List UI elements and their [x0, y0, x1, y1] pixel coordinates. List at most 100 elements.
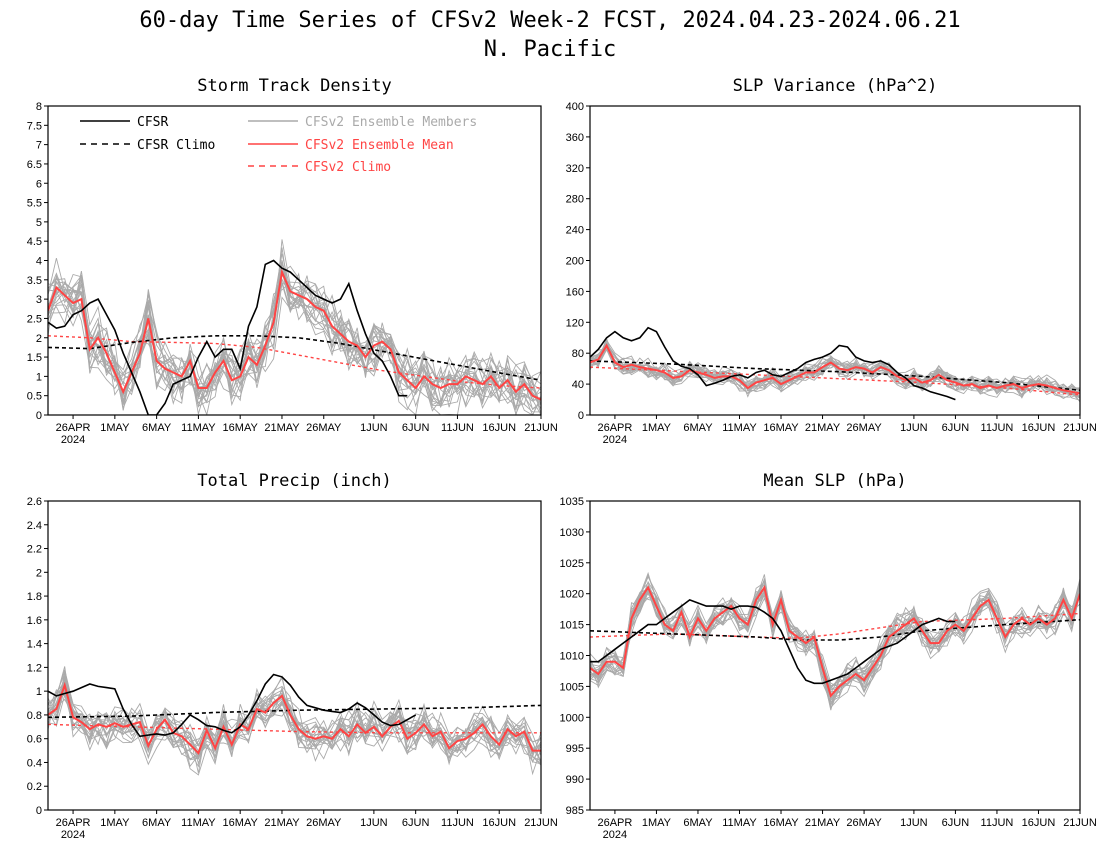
- x-tick-label: 16JUN: [482, 817, 516, 829]
- y-tick-label: 6.5: [27, 159, 42, 171]
- y-tick-label: 1.5: [27, 352, 42, 364]
- plot-area: [48, 239, 541, 415]
- x-tick-label: 1JUN: [360, 422, 388, 434]
- y-tick-label: 990: [566, 774, 584, 786]
- y-tick-label: 360: [566, 132, 584, 144]
- panel-title: Mean SLP (hPa): [763, 471, 906, 491]
- ensemble-member-line: [590, 587, 1080, 711]
- chart-panel-3: Total Precip (inch) 0 0.2 0.4 0.6 0.8 1 1.2 1.4 1…: [27, 471, 558, 841]
- ensemble-member-line: [48, 281, 541, 408]
- legend-label-cfsv2-climo: CFSv2 Climo: [305, 160, 391, 175]
- plot-area: [590, 326, 1080, 403]
- y-tick-label: 1.4: [27, 639, 42, 651]
- y-tick-label: 7: [36, 140, 42, 152]
- y-tick-label: 1.2: [27, 662, 42, 674]
- x-tick-label: 21JUN: [1063, 422, 1097, 434]
- ensemble-member-line: [590, 582, 1080, 707]
- y-tick-label: 40: [572, 379, 584, 391]
- x-tick-label: 16JUN: [1022, 422, 1056, 434]
- x-tick-label: 21MAY: [805, 422, 841, 434]
- cfsr-line: [48, 259, 408, 415]
- ensemble-member-line: [590, 588, 1080, 698]
- ensemble-mean-line: [590, 343, 1080, 395]
- legend-label-members: CFSv2 Ensemble Members: [305, 115, 477, 130]
- x-tick-label: 11JUN: [981, 817, 1014, 829]
- cfsv2-climo-line: [590, 366, 1080, 396]
- y-tick-label: 5: [36, 217, 42, 229]
- plot-frame: [589, 105, 1081, 416]
- cfsr-line: [590, 598, 956, 685]
- x-tick-year: 2024: [603, 434, 627, 446]
- y-tick-label: 400: [566, 101, 584, 113]
- y-tick-label: 1010: [560, 651, 584, 663]
- ensemble-member-line: [590, 586, 1080, 700]
- y-tick-label: 7.5: [27, 120, 42, 132]
- ensemble-member-line: [48, 282, 541, 415]
- x-tick-year: 2024: [603, 829, 627, 841]
- x-tick-label: 16JUN: [482, 422, 516, 434]
- y-tick-label: 0.8: [27, 710, 42, 722]
- x-tick-label: 16MAY: [223, 817, 259, 829]
- plot-area: [590, 571, 1080, 711]
- y-tick-label: 1: [36, 686, 42, 698]
- x-tick-label: 26APR: [597, 817, 632, 829]
- plot-area: [48, 666, 541, 776]
- x-tick-label: 6JUN: [402, 422, 430, 434]
- x-tick-label: 16MAY: [223, 422, 259, 434]
- x-tick-label: 11MAY: [722, 422, 757, 434]
- y-tick-label: 1: [36, 371, 42, 383]
- y-tick-label: 1.8: [27, 591, 42, 603]
- cfsr-climo-line: [590, 360, 1080, 392]
- y-tick-label: 0: [36, 410, 42, 422]
- y-tick-label: 1025: [560, 558, 584, 570]
- legend: CFSR CFSR Climo CFSv2 Ensemble Members C…: [80, 115, 477, 175]
- y-tick-label: 80: [572, 348, 584, 360]
- x-tick-label: 6JUN: [942, 422, 970, 434]
- ensemble-mean-line: [48, 681, 541, 755]
- ensemble-member-line: [48, 679, 541, 764]
- y-tick-label: 1035: [560, 496, 584, 508]
- x-tick-label: 1MAY: [642, 817, 672, 829]
- x-tick-label: 1MAY: [100, 817, 130, 829]
- y-tick-label: 0.6: [27, 734, 42, 746]
- y-tick-label: 1005: [560, 681, 584, 693]
- y-tick-label: 1000: [560, 712, 584, 724]
- x-tick-label: 11JUN: [441, 422, 474, 434]
- chart-panel-4: Mean SLP (hPa) 985 990 995 1000 1005 1010 1015 1…: [560, 471, 1097, 841]
- x-tick-label: 26MAY: [846, 422, 882, 434]
- x-tick-label: 26MAY: [306, 422, 342, 434]
- x-tick-label: 16MAY: [763, 422, 799, 434]
- chart-panel-1: Storm Track Density 0 0.5 1 1.5 2 2.5 3 3.5 4 4.5 5…: [27, 76, 558, 446]
- y-tick-label: 6: [36, 178, 42, 190]
- x-tick-label: 21JUN: [524, 817, 558, 829]
- x-tick-label: 21MAY: [264, 817, 300, 829]
- y-tick-label: 0.2: [27, 781, 42, 793]
- legend-label-ens-mean: CFSv2 Ensemble Mean: [305, 138, 454, 153]
- figure-subtitle: N. Pacific: [484, 37, 616, 62]
- y-tick-label: 0.5: [27, 391, 42, 403]
- cfsr-climo-line: [590, 618, 1080, 641]
- x-tick-label: 1JUN: [900, 817, 928, 829]
- y-tick-label: 120: [566, 317, 584, 329]
- y-tick-label: 2: [36, 333, 42, 345]
- y-tick-label: 2.6: [27, 496, 42, 508]
- ensemble-mean-line: [590, 585, 1080, 698]
- y-tick-label: 2.4: [27, 520, 42, 532]
- y-tick-label: 2: [36, 567, 42, 579]
- x-tick-year: 2024: [61, 829, 85, 841]
- y-tick-label: 3: [36, 294, 42, 306]
- x-tick-label: 11JUN: [441, 817, 474, 829]
- x-tick-label: 26APR: [56, 422, 91, 434]
- x-tick-label: 21MAY: [805, 817, 841, 829]
- ensemble-member-line: [48, 260, 541, 411]
- y-tick-label: 0: [578, 410, 584, 422]
- plot-frame: [589, 500, 1081, 811]
- y-tick-label: 5.5: [27, 198, 42, 210]
- x-tick-label: 6MAY: [683, 817, 713, 829]
- x-tick-label: 26MAY: [846, 817, 882, 829]
- ensemble-member-line: [590, 579, 1080, 710]
- ensemble-member-line: [48, 675, 541, 763]
- y-tick-label: 320: [566, 163, 584, 175]
- x-tick-label: 11MAY: [181, 422, 216, 434]
